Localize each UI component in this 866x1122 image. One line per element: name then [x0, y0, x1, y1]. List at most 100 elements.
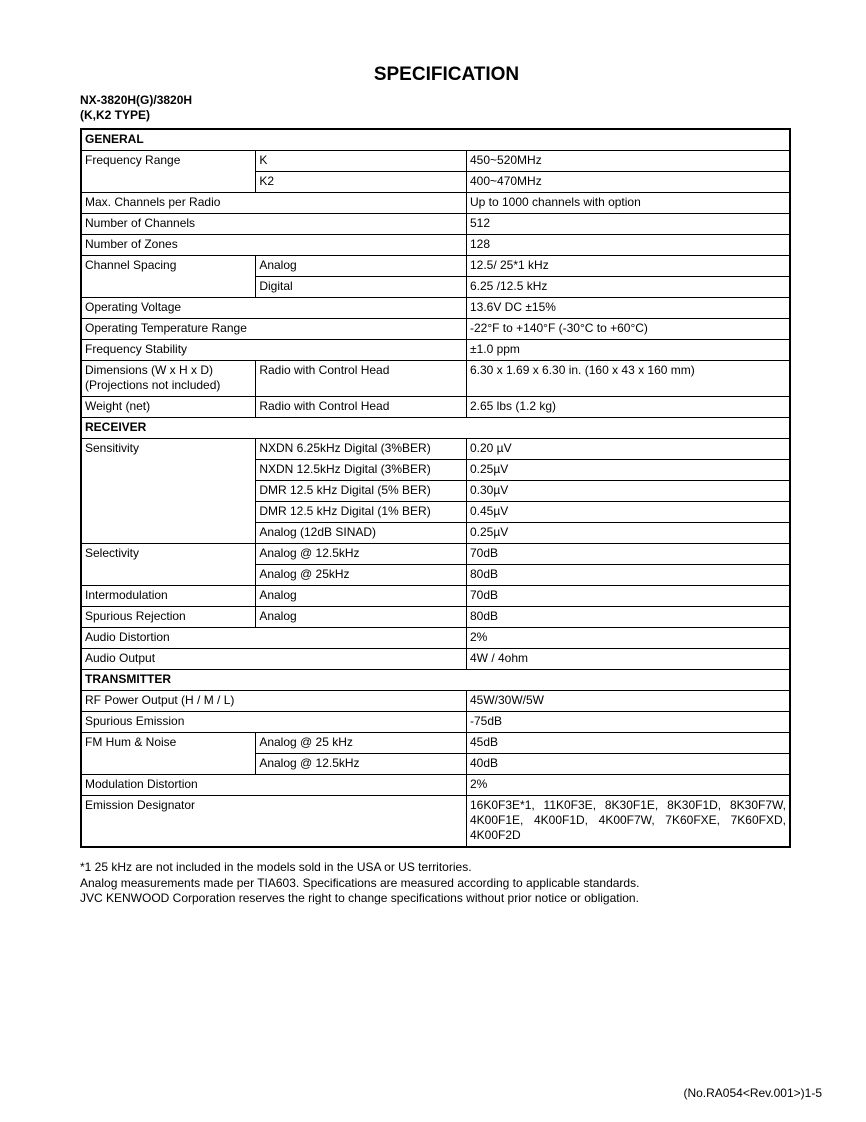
table-cell: Analog @ 25kHz — [255, 564, 467, 586]
cell-text: Operating Temperature Range — [85, 321, 247, 335]
cell-text: Number of Channels — [85, 216, 196, 230]
table-cell: 45W/30W/5W — [465, 690, 791, 712]
cell-text: K — [259, 153, 268, 167]
cell-text: Spurious Rejection — [85, 609, 186, 623]
table-row: DMR 12.5 kHz Digital (1% BER) 0.45µV — [81, 501, 791, 523]
table-cell: 0.30µV — [465, 480, 791, 502]
table-cell: -75dB — [465, 711, 791, 733]
cell-text-secondary: (Projections not included) — [85, 378, 221, 392]
table-row: Sensitivity NXDN 6.25kHz Digital (3%BER) 0… — [80, 438, 791, 544]
table-row: Audio Output 4W / 4ohm — [80, 648, 791, 670]
model-name: NX-3820H(G)/3820H — [80, 93, 193, 107]
model-type: (K,K2 TYPE) — [80, 108, 151, 122]
cell-text: Analog @ 12.5kHz — [259, 546, 360, 560]
cell-text: Dimensions (W x H x D) — [85, 363, 214, 377]
cell-text: Up to 1000 channels with option — [469, 195, 641, 209]
table-row: Dimensions (W x H x D) (Projections not i… — [80, 360, 791, 397]
cell-text: Modulation Distortion — [85, 777, 198, 791]
cell-text: 128 — [469, 237, 491, 251]
table-cell: Emission Designator — [80, 795, 467, 848]
table-cell: Sensitivity — [80, 438, 257, 544]
cell-text: 2% — [469, 777, 488, 791]
cell-text: 0.25µV — [469, 525, 509, 539]
table-cell: 70dB — [465, 543, 791, 565]
cell-text: DMR 12.5 kHz Digital (5% BER) — [259, 483, 431, 497]
cell-text: NXDN 6.25kHz Digital (3%BER) — [259, 441, 431, 455]
cell-text: Weight (net) — [85, 399, 151, 413]
table-cell: NXDN 12.5kHz Digital (3%BER) — [255, 459, 467, 481]
table-cell: 400~470MHz — [465, 171, 791, 193]
table-row: Intermodulation Analog 70dB — [80, 585, 791, 607]
cell-text: 80dB — [469, 567, 499, 581]
page-number: (No.RA054<Rev.001>)1-5 — [683, 1086, 822, 1100]
table-row: Number of Zones 128 — [80, 234, 791, 256]
table-cell: Digital — [255, 276, 467, 298]
table-cell: Analog @ 12.5kHz — [255, 753, 467, 775]
table-cell: 128 — [465, 234, 791, 256]
cell-text: Frequency Range — [85, 153, 181, 167]
table-cell: FM Hum & Noise — [80, 732, 257, 775]
table-cell: Up to 1000 channels with option — [465, 192, 791, 214]
specification-table: GENERAL Frequency Range K 450~520MHz K2 400~4… — [80, 128, 791, 848]
table-row: Number of Channels 512 — [80, 213, 791, 235]
cell-text: Selectivity — [85, 546, 140, 560]
table-cell: 70dB — [465, 585, 791, 607]
cell-text: Spurious Emission — [85, 714, 185, 728]
cell-text: 6.25 /12.5 kHz — [469, 279, 548, 293]
table-cell: Channel Spacing — [80, 255, 257, 298]
notes: *1 25 kHz are not included in the models… — [80, 860, 639, 907]
table-row: Analog @ 12.5kHz 40dB — [81, 753, 791, 775]
cell-text: 40dB — [469, 756, 499, 770]
cell-text: 70dB — [469, 546, 499, 560]
cell-text: -75dB — [469, 714, 503, 728]
cell-text: Digital — [259, 279, 293, 293]
table-cell: 6.25 /12.5 kHz — [465, 276, 791, 298]
cell-text: Audio Distortion — [85, 630, 170, 644]
table-cell: Analog @ 25 kHz — [255, 732, 467, 754]
table-row: Modulation Distortion 2% — [80, 774, 791, 796]
cell-text: RF Power Output (H / M / L) — [85, 693, 235, 707]
cell-text: 16K0F3E*1, 11K0F3E, 8K30F1E, 8K30F1D, 8K… — [469, 798, 786, 842]
cell-text: Audio Output — [85, 651, 156, 665]
cell-text: 2% — [469, 630, 488, 644]
cell-text: 6.30 x 1.69 x 6.30 in. (160 x 43 x 160 m… — [469, 363, 695, 377]
cell-text: Analog — [259, 258, 297, 272]
table-cell: Weight (net) — [80, 396, 257, 418]
table-cell: ±1.0 ppm — [465, 339, 791, 361]
cell-text: 80dB — [469, 609, 499, 623]
table-row: Operating Voltage 13.6V DC ±15% — [80, 297, 791, 319]
cell-text: Analog @ 12.5kHz — [259, 756, 360, 770]
note-footnote: *1 25 kHz are not included in the models… — [80, 860, 472, 874]
cell-text: 45dB — [469, 735, 499, 749]
model-heading: NX-3820H(G)/3820H (K,K2 TYPE) — [80, 93, 192, 123]
cell-text: Analog @ 25 kHz — [259, 735, 353, 749]
table-row: Analog @ 25kHz 80dB — [81, 564, 791, 586]
table-row: Emission Designator 16K0F3E*1, 11K0F3E, 8… — [80, 795, 791, 848]
cell-text: 4W / 4ohm — [469, 651, 529, 665]
table-cell: 6.30 x 1.69 x 6.30 in. (160 x 43 x 160 m… — [465, 360, 791, 397]
table-cell: 4W / 4ohm — [465, 648, 791, 670]
table-cell: DMR 12.5 kHz Digital (1% BER) — [255, 501, 467, 523]
table-row: Spurious Emission -75dB — [80, 711, 791, 733]
table-cell: Operating Voltage — [80, 297, 467, 319]
table-cell: 512 — [465, 213, 791, 235]
section-header-row: TRANSMITTER — [80, 669, 791, 691]
cell-text: 70dB — [469, 588, 499, 602]
cell-text: Analog — [259, 588, 297, 602]
cell-text: Analog (12dB SINAD) — [259, 525, 377, 539]
table-row: Weight (net) Radio with Control Head 2.65 … — [80, 396, 791, 418]
table-cell: DMR 12.5 kHz Digital (5% BER) — [255, 480, 467, 502]
table-cell: Number of Zones — [80, 234, 467, 256]
table-cell: 0.20 µV — [465, 438, 791, 460]
table-cell: Analog (12dB SINAD) — [255, 522, 467, 544]
section-title: TRANSMITTER — [80, 669, 791, 691]
cell-text: 400~470MHz — [469, 174, 542, 188]
cell-text: Sensitivity — [85, 441, 140, 455]
table-cell: K — [255, 150, 467, 172]
cell-text: Radio with Control Head — [259, 363, 390, 377]
table-cell: -22°F to +140°F (-30°C to +60°C) — [465, 318, 791, 340]
cell-text: Number of Zones — [85, 237, 178, 251]
cell-text: 12.5/ 25*1 kHz — [469, 258, 549, 272]
table-cell: 80dB — [465, 606, 791, 628]
table-cell: 450~520MHz — [465, 150, 791, 172]
